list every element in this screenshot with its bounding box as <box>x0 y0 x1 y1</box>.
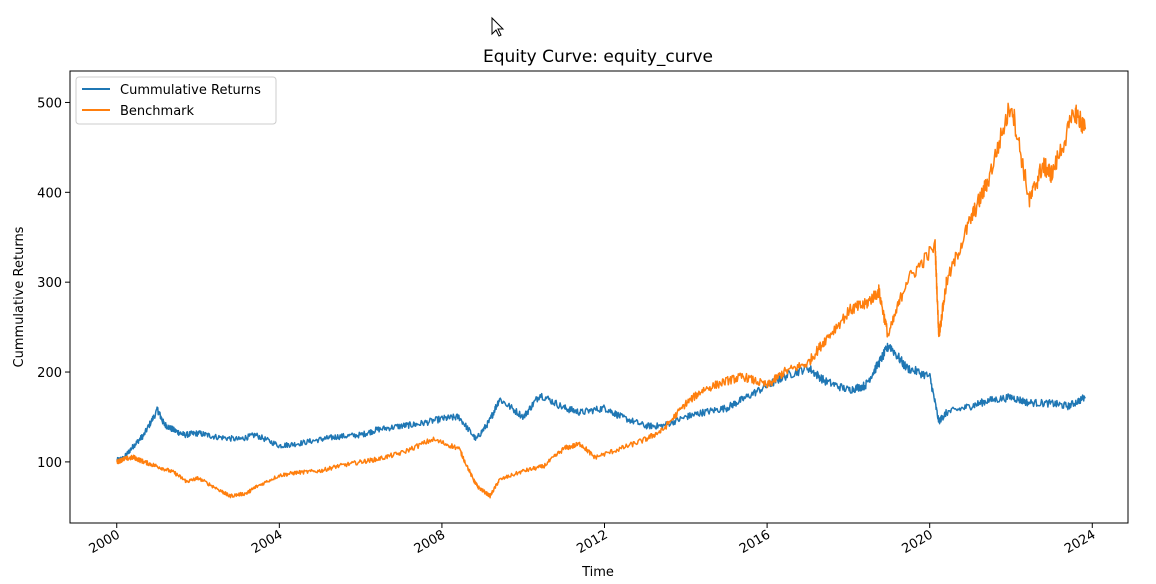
series-group <box>116 102 1087 499</box>
y-tick-label: 200 <box>37 366 62 381</box>
legend-box <box>75 76 277 125</box>
series-line-cummulative-returns <box>116 342 1086 462</box>
y-tick-label: 100 <box>37 456 62 471</box>
x-tick-label: 2004 <box>249 527 285 557</box>
legend-label-cummulative-returns: Cummulative Returns <box>120 83 261 98</box>
y-axis-label: Cummulative Returns <box>12 226 27 367</box>
y-axis-ticks: 100 200 300 400 500 <box>37 96 70 471</box>
plot-frame <box>69 70 1129 524</box>
x-tick-label: 2008 <box>412 527 448 557</box>
y-tick-label: 300 <box>37 276 62 291</box>
plot-area <box>70 71 1128 523</box>
x-tick-label: 2024 <box>1062 527 1098 557</box>
x-axis-ticks: 2000 2004 2008 2012 2016 2020 2024 <box>87 523 1098 557</box>
x-tick-label: 2016 <box>737 527 773 557</box>
x-tick-label: 2020 <box>900 527 936 557</box>
y-tick-label: 500 <box>37 96 62 111</box>
mouse-pointer-icon <box>491 16 505 37</box>
y-tick-label: 400 <box>37 186 62 201</box>
legend-label-benchmark: Benchmark <box>120 104 195 119</box>
x-axis-label: Time <box>581 565 614 580</box>
chart-title: Equity Curve: equity_curve <box>483 47 713 67</box>
x-tick-label: 2012 <box>574 527 610 557</box>
legend: Cummulative Returns Benchmark <box>75 76 277 125</box>
series-line-benchmark <box>116 102 1087 499</box>
x-tick-label: 2000 <box>87 527 123 557</box>
